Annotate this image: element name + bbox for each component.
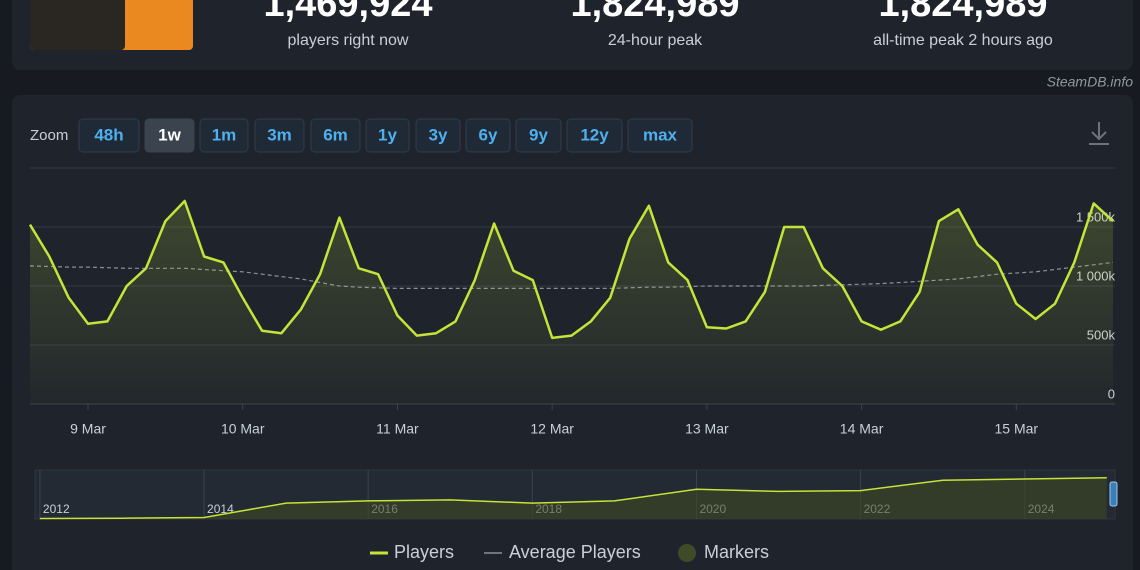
stat-value: 1,469,924 [263, 0, 432, 25]
source: SteamDB.info [1047, 74, 1134, 90]
zoom-button-bg [415, 118, 461, 153]
legend-label[interactable]: Players [394, 542, 454, 562]
zoom-button-bg [144, 118, 195, 153]
zoom-label: Zoom [30, 127, 68, 144]
zoom-button[interactable]: 12y [566, 118, 623, 153]
zoom-button-bg [465, 118, 511, 153]
zoom-button[interactable]: 9y [515, 118, 562, 153]
x-tick-label: 11 Mar [376, 421, 419, 437]
zoom-button-label[interactable]: 6y [479, 125, 498, 144]
zoom-button[interactable]: max [627, 118, 693, 153]
legend: Players Average Players Markers [370, 542, 769, 562]
zoom-button[interactable]: 6m [310, 118, 361, 153]
stats-panel [12, 0, 1133, 70]
x-tick-label: 14 Mar [840, 421, 884, 437]
download-icon[interactable] [1089, 122, 1109, 145]
zoom-button-bg [627, 118, 693, 153]
navigator-line [39, 476, 1107, 520]
zoom-button[interactable]: 48h [78, 118, 140, 153]
legend-swatch [678, 544, 696, 562]
zoom-button-label[interactable]: 1w [158, 125, 181, 144]
zoom-button[interactable]: 1w [144, 118, 195, 153]
navigator-handle[interactable] [1109, 481, 1118, 507]
zoom-button-bg [566, 118, 623, 153]
zoom-button-label[interactable]: 6m [323, 125, 348, 144]
zoom-button-label[interactable]: max [643, 125, 678, 144]
zoom-button-bg [515, 118, 562, 153]
zoom-button[interactable]: 3y [415, 118, 461, 153]
navigator-area [39, 477, 1107, 519]
navigator-tick-label: 2012 [43, 502, 70, 516]
x-tick-label: 10 Mar [221, 421, 265, 437]
zoom-button-label[interactable]: 3m [267, 125, 292, 144]
zoom-button-label[interactable]: 9y [529, 125, 548, 144]
x-tick-label: 15 Mar [995, 421, 1039, 437]
zoom-button-bg [199, 118, 249, 153]
zoom-button[interactable]: 1m [199, 118, 249, 153]
x-tick-label: 12 Mar [530, 421, 574, 437]
stat-label: players right now [288, 32, 409, 49]
zoom-button-bg [310, 118, 361, 153]
zoom-button-label[interactable]: 12y [580, 125, 609, 144]
zoom-button-label[interactable]: 48h [94, 125, 123, 144]
zoom-button-label[interactable]: 3y [429, 125, 448, 144]
zoom-button-bg [78, 118, 140, 153]
game-image-art [30, 0, 125, 50]
zoom-button-bg [254, 118, 305, 153]
chart-panel [12, 95, 1133, 570]
legend-label[interactable]: Markers [704, 542, 769, 562]
zoom-button[interactable]: 1y [365, 118, 410, 153]
legend-label[interactable]: Average Players [509, 542, 641, 562]
x-tick-label: 13 Mar [685, 421, 729, 437]
series-line [28, 199, 1114, 340]
stat-label: all-time peak 2 hours ago [873, 32, 1053, 49]
zoom-button-label[interactable]: 1m [212, 125, 237, 144]
zoom-button[interactable]: 6y [465, 118, 511, 153]
x-tick-label: 9 Mar [70, 421, 106, 437]
players-area [30, 201, 1113, 404]
zoom-button-bg [365, 118, 410, 153]
stat-value: 1,824,989 [570, 0, 739, 25]
zoom-button-label[interactable]: 1y [378, 125, 397, 144]
zoom-button[interactable]: 3m [254, 118, 305, 153]
stat-value: 1,824,989 [878, 0, 1047, 25]
stat-label: 24-hour peak [608, 32, 703, 49]
